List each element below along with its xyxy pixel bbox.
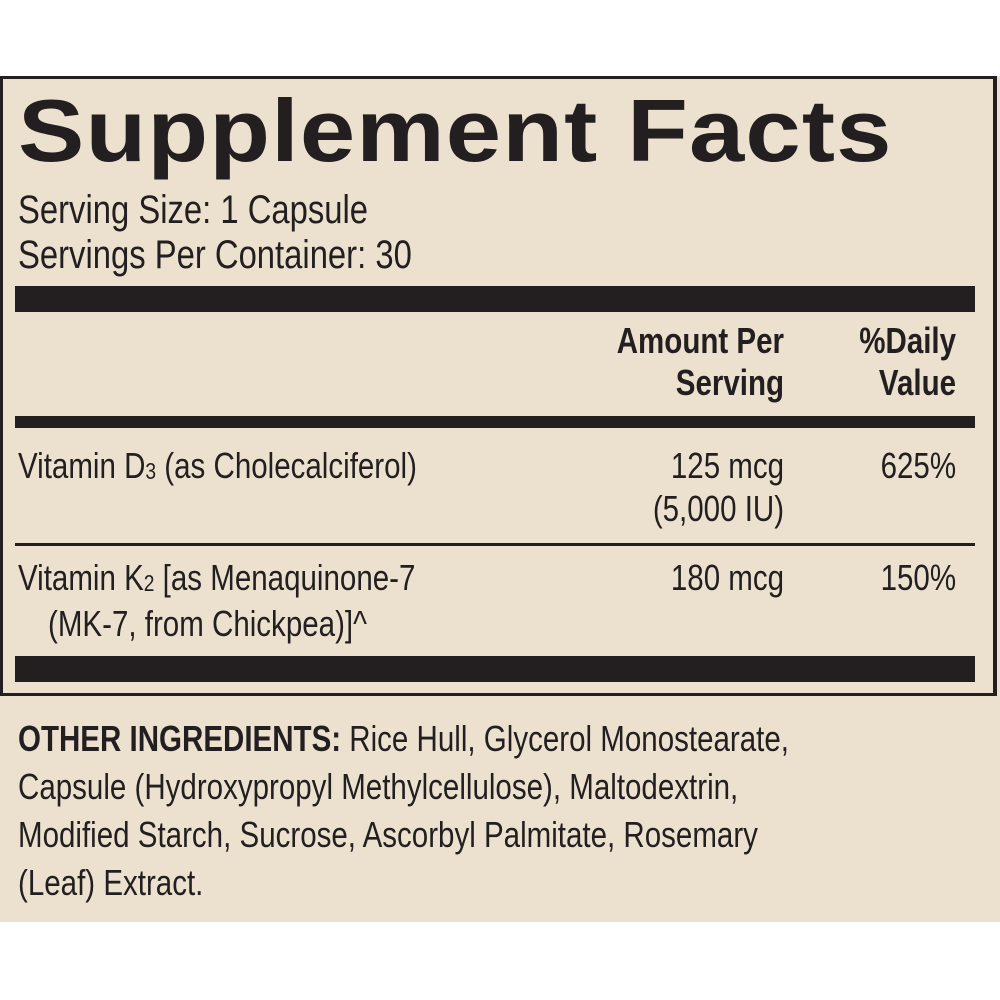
dv-header-line1: %Daily (859, 320, 956, 361)
other-ingredients-line2: Capsule (Hydroxypropyl Methylcellulose),… (18, 766, 739, 807)
dv-header-line2: Value (878, 362, 956, 403)
thick-divider (15, 286, 975, 312)
amount-header-line2: Serving (675, 362, 784, 403)
amount-header-line1: Amount Per (616, 320, 784, 361)
nutrient-name: Vitamin D3 (as Cholecalciferol) (18, 445, 417, 487)
nutrient-amount: 180 mcg (670, 557, 784, 598)
name-text: Vitamin K (18, 557, 144, 598)
name-text: (as Cholecalciferol) (156, 445, 417, 486)
nutrient-dv: 150% (880, 557, 956, 598)
servings-per-container: Servings Per Container: 30 (18, 233, 412, 277)
other-ingredients-line3: Modified Starch, Sucrose, Ascorbyl Palmi… (18, 814, 758, 855)
nutrient-name-line2: (MK-7, from Chickpea)]^ (48, 603, 367, 644)
name-text: [as Menaquinone-7 (154, 557, 416, 598)
thick-divider (15, 656, 975, 682)
medium-divider (15, 416, 975, 428)
label-background (0, 76, 1000, 922)
other-ingredients-line4: (Leaf) Extract. (18, 862, 204, 903)
thin-divider (15, 543, 975, 546)
supplement-facts-panel (0, 76, 997, 696)
nutrient-dv: 625% (880, 445, 956, 486)
ingredients-text: Rice Hull, Glycerol Monostearate, (341, 718, 789, 759)
name-subscript: 2 (143, 570, 155, 597)
nutrient-amount: 125 mcg (670, 445, 784, 486)
other-ingredients-label: OTHER INGREDIENTS: (18, 718, 342, 759)
serving-size: Serving Size: 1 Capsule (18, 188, 369, 232)
name-text: Vitamin D (18, 445, 146, 486)
panel-title: Supplement Facts (18, 81, 893, 180)
other-ingredients-line1: OTHER INGREDIENTS: Rice Hull, Glycerol M… (18, 718, 789, 760)
nutrient-name: Vitamin K2 [as Menaquinone-7 (18, 557, 415, 599)
name-subscript: 3 (145, 458, 157, 485)
nutrient-amount-iu: (5,000 IU) (652, 488, 784, 529)
